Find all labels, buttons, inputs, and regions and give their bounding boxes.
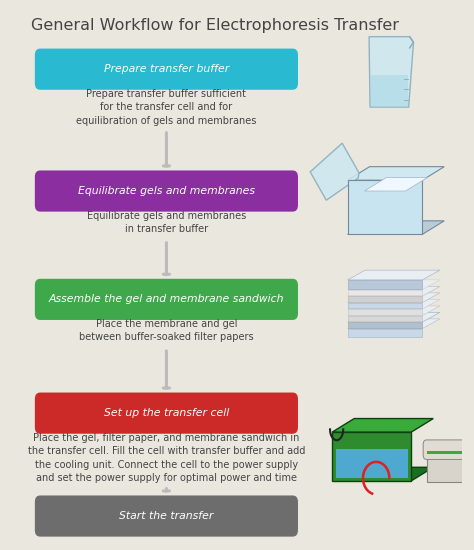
Polygon shape	[347, 290, 422, 295]
Polygon shape	[347, 296, 422, 301]
Polygon shape	[347, 270, 440, 280]
Polygon shape	[347, 221, 444, 234]
Polygon shape	[332, 468, 433, 481]
Polygon shape	[310, 143, 359, 200]
Text: General Workflow for Electrophoresis Transfer: General Workflow for Electrophoresis Tra…	[31, 18, 399, 32]
Polygon shape	[347, 302, 422, 308]
Polygon shape	[365, 178, 428, 191]
Text: Prepare transfer buffer sufficient
for the transfer cell and for
equilibration o: Prepare transfer buffer sufficient for t…	[76, 89, 256, 126]
FancyBboxPatch shape	[35, 170, 298, 212]
FancyBboxPatch shape	[35, 496, 298, 537]
Polygon shape	[347, 322, 422, 328]
Polygon shape	[369, 37, 413, 107]
Polygon shape	[347, 280, 440, 290]
Text: Prepare transfer buffer: Prepare transfer buffer	[104, 64, 229, 74]
Polygon shape	[347, 167, 444, 180]
FancyBboxPatch shape	[423, 440, 474, 459]
Text: Assemble the gel and membrane sandwich: Assemble the gel and membrane sandwich	[49, 294, 284, 304]
Polygon shape	[347, 316, 422, 321]
Polygon shape	[371, 75, 408, 107]
Bar	[427, 453, 471, 482]
Polygon shape	[347, 306, 440, 316]
Polygon shape	[347, 280, 422, 289]
Polygon shape	[347, 287, 440, 296]
Text: Place the gel, filter paper, and membrane sandwich in
the transfer cell. Fill th: Place the gel, filter paper, and membran…	[27, 433, 305, 483]
Text: Equilibrate gels and membranes
in transfer buffer: Equilibrate gels and membranes in transf…	[87, 211, 246, 234]
Polygon shape	[347, 299, 440, 309]
Bar	[336, 449, 408, 478]
FancyBboxPatch shape	[35, 393, 298, 434]
Text: Equilibrate gels and membranes: Equilibrate gels and membranes	[78, 186, 255, 196]
Polygon shape	[347, 319, 440, 328]
FancyBboxPatch shape	[35, 48, 298, 90]
Text: Set up the transfer cell: Set up the transfer cell	[104, 408, 229, 418]
Bar	[427, 451, 471, 454]
Polygon shape	[347, 309, 422, 315]
Text: Start the transfer: Start the transfer	[119, 511, 214, 521]
Polygon shape	[332, 432, 411, 481]
Polygon shape	[347, 293, 440, 303]
Polygon shape	[332, 419, 433, 432]
Polygon shape	[347, 180, 422, 234]
Polygon shape	[347, 312, 440, 322]
Polygon shape	[347, 328, 422, 337]
FancyBboxPatch shape	[35, 279, 298, 320]
Text: Place the membrane and gel
between buffer-soaked filter papers: Place the membrane and gel between buffe…	[79, 319, 254, 343]
